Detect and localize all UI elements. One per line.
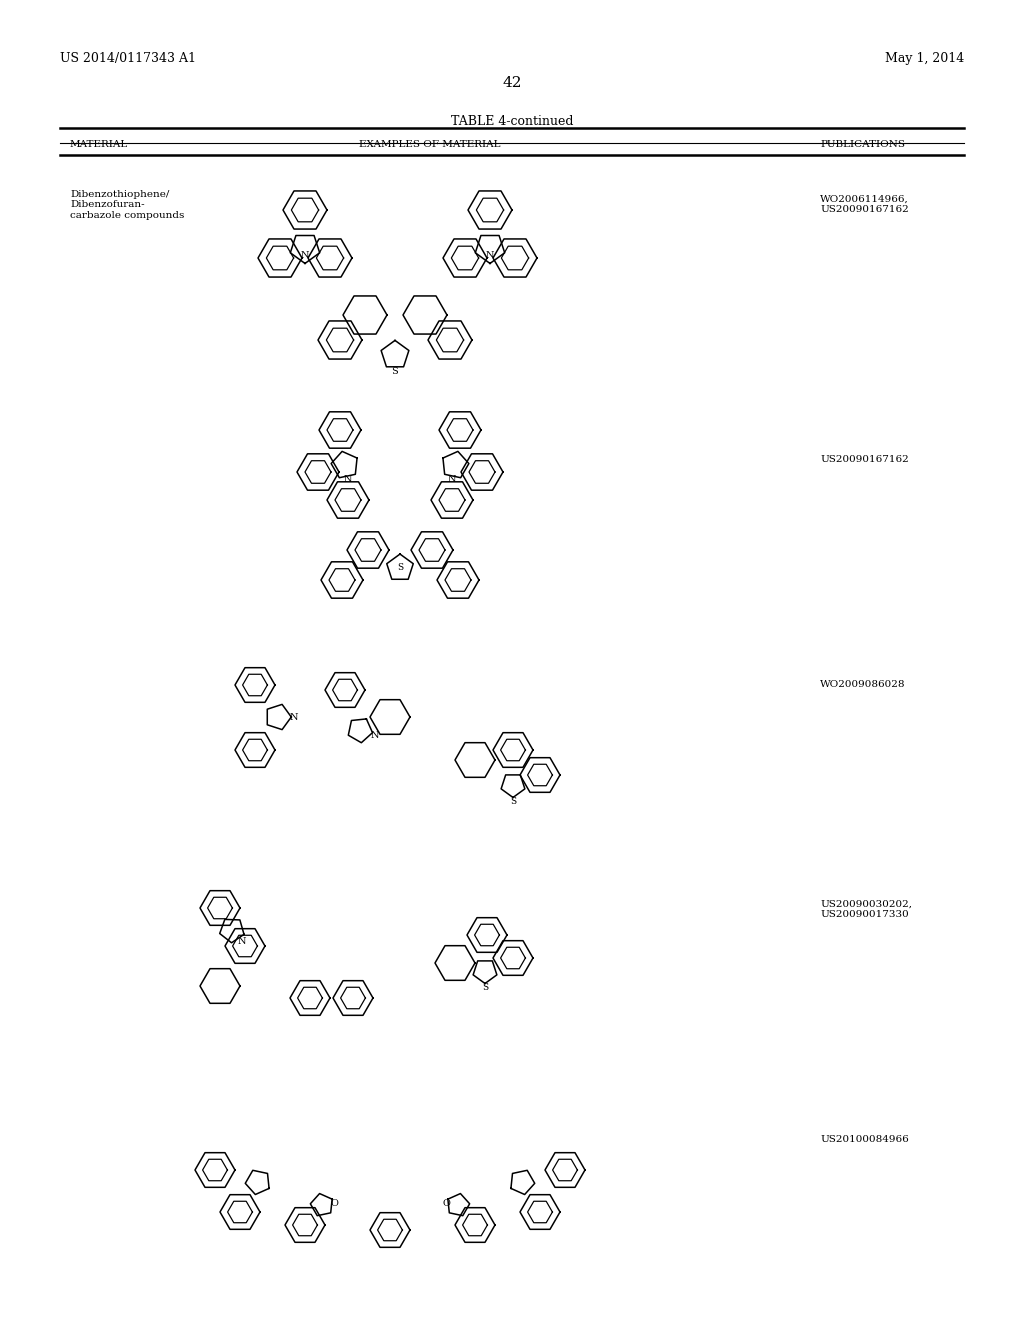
Text: N: N xyxy=(485,252,495,260)
Text: WO2009086028: WO2009086028 xyxy=(820,680,905,689)
Text: N: N xyxy=(301,252,309,260)
Text: US20090167162: US20090167162 xyxy=(820,455,908,465)
Text: S: S xyxy=(391,367,398,376)
Text: US20090030202,
US20090017330: US20090030202, US20090017330 xyxy=(820,900,912,920)
Text: MATERIAL: MATERIAL xyxy=(70,140,128,149)
Text: N: N xyxy=(290,713,298,722)
Text: N: N xyxy=(238,937,246,946)
Text: N: N xyxy=(371,730,379,739)
Text: US20100084966: US20100084966 xyxy=(820,1135,908,1144)
Text: Dibenzothiophene/
Dibenzofuran-
carbazole compounds: Dibenzothiophene/ Dibenzofuran- carbazol… xyxy=(70,190,184,220)
Text: S: S xyxy=(397,564,403,573)
Text: S: S xyxy=(510,797,516,807)
Text: N: N xyxy=(447,475,457,484)
Text: US 2014/0117343 A1: US 2014/0117343 A1 xyxy=(60,51,196,65)
Text: EXAMPLES OF MATERIAL: EXAMPLES OF MATERIAL xyxy=(359,140,501,149)
Text: May 1, 2014: May 1, 2014 xyxy=(885,51,964,65)
Text: TABLE 4-continued: TABLE 4-continued xyxy=(451,115,573,128)
Text: O: O xyxy=(330,1199,338,1208)
Text: PUBLICATIONS: PUBLICATIONS xyxy=(820,140,905,149)
Text: S: S xyxy=(482,982,488,991)
Text: 42: 42 xyxy=(502,77,522,90)
Text: WO2006114966,
US20090167162: WO2006114966, US20090167162 xyxy=(820,195,908,214)
Text: N: N xyxy=(344,475,352,484)
Text: O: O xyxy=(442,1199,450,1208)
